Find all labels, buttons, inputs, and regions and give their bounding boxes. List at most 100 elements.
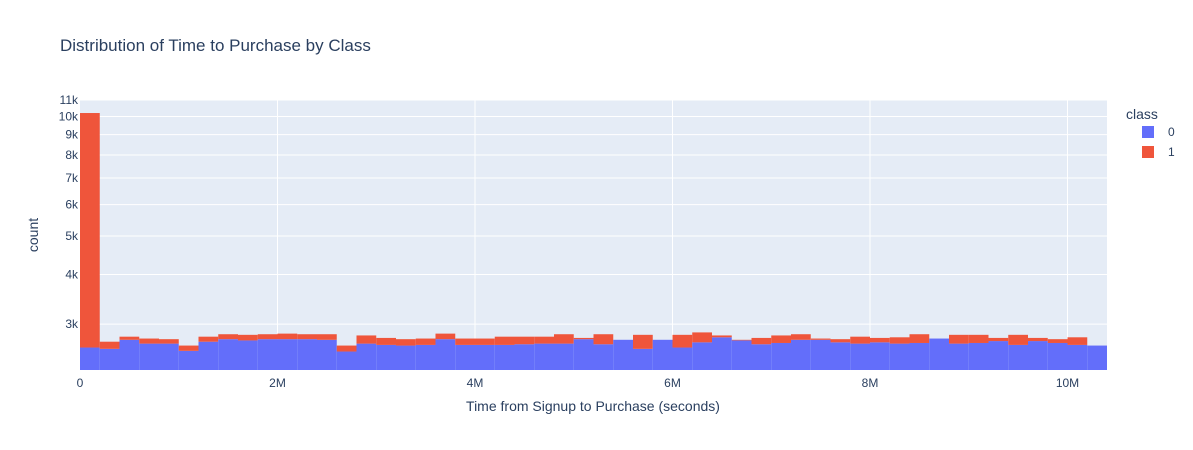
bar-class-0	[396, 345, 416, 370]
bar-class-1	[573, 337, 594, 340]
bar-class-1	[968, 334, 989, 343]
gridlines	[80, 99, 1107, 370]
bar-class-1	[810, 338, 831, 340]
y-axis-ticks: 3k 4k 5k 6k 7k 8k 9k 10k 11k	[59, 93, 79, 331]
bar-class-1	[554, 334, 574, 344]
bar-class-1	[514, 336, 535, 345]
chart-title: Distribution of Time to Purchase by Clas…	[60, 36, 371, 55]
bar-class-1	[1008, 334, 1028, 345]
y-tick-label: 11k	[60, 93, 79, 107]
bar-class-1	[455, 338, 475, 345]
bar-class-0	[949, 343, 969, 370]
bar-class-0	[534, 343, 554, 370]
bar-class-1	[988, 337, 1009, 342]
bar-class-1	[949, 334, 969, 344]
bar-class-1	[336, 345, 357, 352]
bar-class-1	[119, 336, 140, 340]
bar-class-0	[99, 348, 120, 370]
bar-class-0	[297, 339, 317, 370]
bar-class-0	[968, 342, 989, 370]
bar-class-0	[988, 341, 1009, 370]
bar-class-1	[731, 339, 752, 341]
bar-class-1	[593, 334, 614, 345]
y-tick-label: 10k	[59, 109, 79, 123]
x-tick-label: 4M	[467, 376, 484, 390]
bar-class-0	[1087, 345, 1107, 370]
bar-class-0	[376, 344, 396, 370]
bar-class-0	[692, 342, 712, 370]
x-tick-label: 10M	[1056, 376, 1079, 390]
bar-class-1	[534, 336, 554, 344]
bar-class-1	[791, 334, 811, 340]
y-tick-label: 3k	[65, 317, 79, 331]
bar-class-0	[850, 343, 870, 370]
bar-class-0	[909, 342, 930, 370]
bar-class-1	[672, 334, 693, 348]
bar-class-0	[633, 348, 653, 370]
bar-class-1	[870, 337, 890, 343]
bar-class-0	[554, 343, 574, 370]
bar-class-0	[198, 341, 219, 370]
bar-class-0	[455, 344, 475, 370]
bar-class-0	[1067, 344, 1088, 370]
bar-class-1	[218, 334, 238, 340]
bar-class-1	[178, 345, 199, 351]
x-axis-title: Time from Signup to Purchase (seconds)	[466, 398, 720, 414]
bar-class-0	[830, 342, 851, 370]
bar-class-1	[751, 337, 772, 345]
bar-class-1	[475, 338, 495, 345]
bar-class-0	[751, 344, 772, 370]
x-tick-label: 0	[77, 376, 84, 390]
bar-class-0	[336, 351, 357, 370]
bar-class-0	[159, 343, 179, 370]
bar-class-1	[396, 339, 416, 346]
bar-class-1	[1028, 337, 1048, 342]
bar-class-0	[771, 342, 791, 370]
legend-swatch[interactable]	[1142, 146, 1154, 158]
legend-label[interactable]: 0	[1168, 125, 1175, 139]
bar-class-1	[850, 336, 870, 344]
bar-class-1	[297, 334, 317, 340]
bar-class-0	[613, 339, 633, 370]
bar-class-1	[376, 337, 396, 345]
bar-class-0	[712, 337, 732, 370]
bar-class-1	[712, 335, 732, 338]
bar-class-0	[573, 339, 594, 370]
bar-class-1	[909, 334, 930, 343]
bar-class-1	[317, 334, 337, 340]
bar-class-0	[791, 339, 811, 370]
bar-class-0	[415, 344, 436, 370]
bar-class-0	[1028, 341, 1048, 370]
y-axis-title: count	[25, 218, 41, 252]
bar-class-0	[652, 339, 673, 370]
bar-class-0	[317, 339, 337, 370]
bar-class-1	[80, 113, 100, 348]
bar-class-0	[514, 344, 535, 370]
bar-class-0	[870, 342, 890, 370]
plot-background	[80, 100, 1107, 370]
bar-class-1	[139, 338, 159, 344]
legend-swatch[interactable]	[1142, 126, 1154, 138]
bar-class-0	[80, 347, 100, 370]
bar-class-1	[771, 335, 791, 343]
bar-class-0	[218, 339, 238, 370]
y-tick-label: 5k	[65, 229, 79, 243]
bar-class-0	[929, 338, 949, 370]
bar-class-0	[435, 339, 456, 370]
bar-class-1	[1047, 339, 1068, 343]
x-tick-label: 2M	[269, 376, 286, 390]
bar-class-1	[692, 332, 712, 343]
bar-class-0	[731, 340, 752, 370]
legend-label[interactable]: 1	[1168, 145, 1175, 159]
y-tick-label: 9k	[65, 128, 79, 142]
y-tick-label: 8k	[65, 148, 79, 162]
bar-class-1	[1067, 337, 1088, 345]
bars	[80, 113, 1107, 370]
bar-class-0	[1047, 342, 1068, 370]
bar-class-0	[356, 343, 377, 370]
bar-class-0	[277, 339, 298, 370]
bar-class-1	[415, 338, 436, 345]
legend: class 0 1	[1126, 106, 1175, 159]
y-tick-label: 6k	[65, 198, 79, 212]
